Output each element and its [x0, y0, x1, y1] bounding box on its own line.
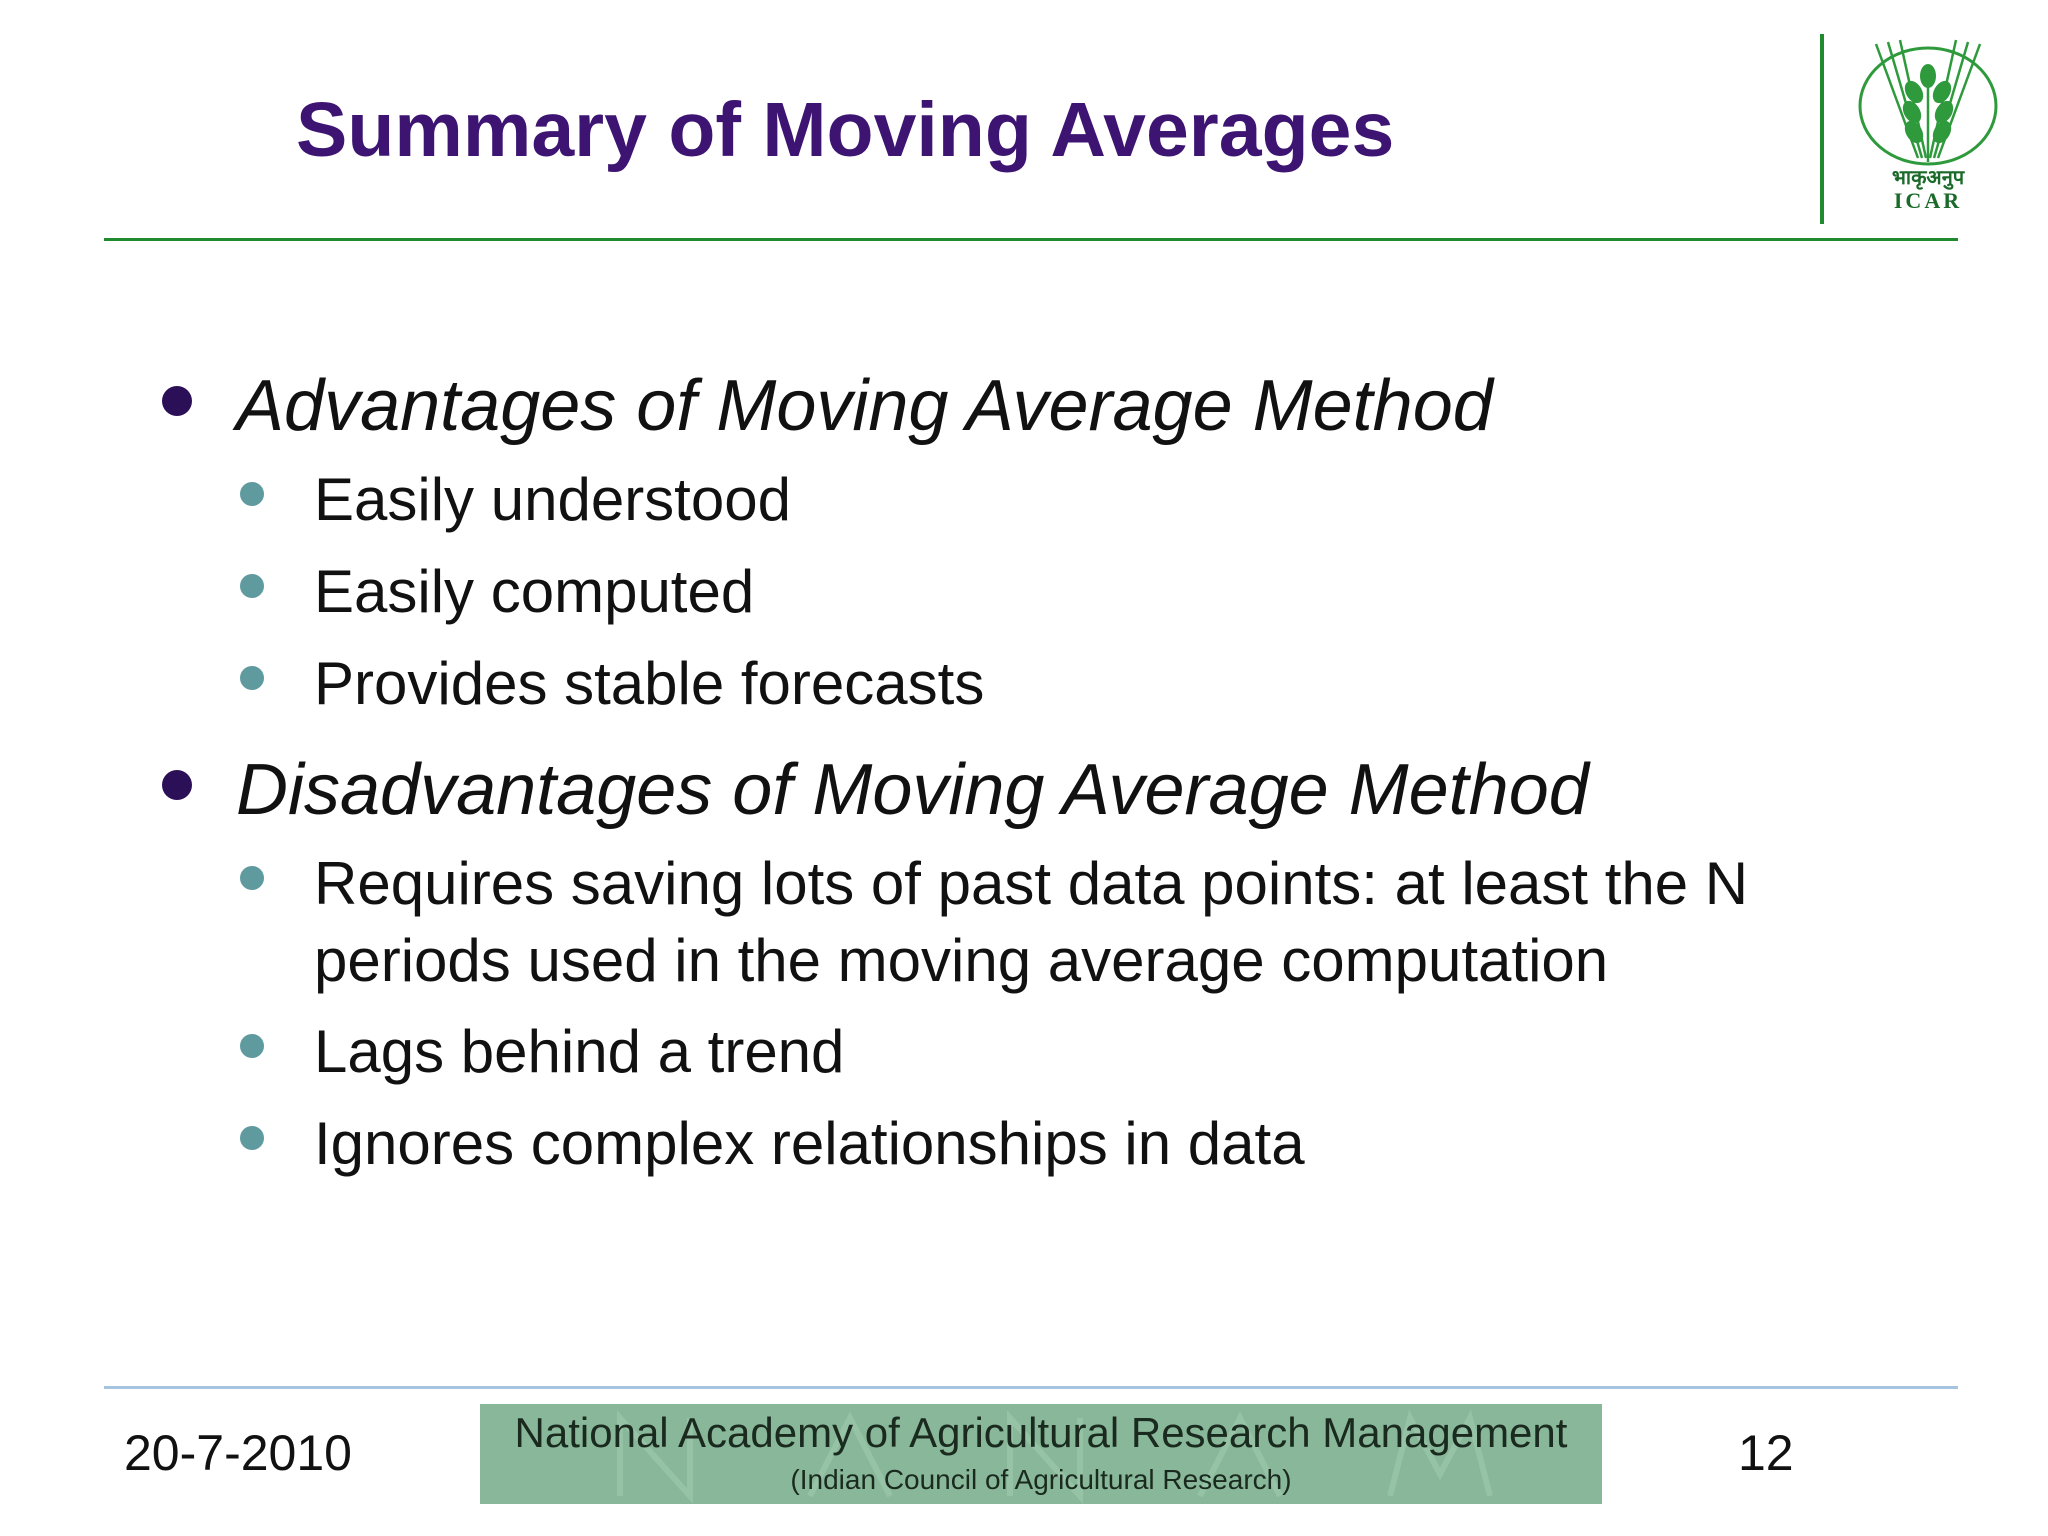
wheat-emblem-icon: भाकृअनुप ICAR — [1858, 39, 1998, 213]
logo-english-text: ICAR — [1894, 188, 1962, 213]
section-heading-advantages: Advantages of Moving Average Method — [236, 366, 1493, 446]
footer-date: 20-7-2010 — [124, 1425, 352, 1481]
level1-bullet — [162, 770, 192, 800]
logo-divider — [1820, 34, 1824, 224]
list-item: Easily understood — [314, 466, 791, 533]
footer-rule — [104, 1386, 1958, 1389]
logo-hindi-text: भाकृअनुप — [1892, 167, 1966, 190]
section-heading-disadvantages: Disadvantages of Moving Average Method — [236, 750, 1589, 830]
level1-bullet — [162, 386, 192, 416]
banner-title: National Academy of Agricultural Researc… — [514, 1409, 1568, 1456]
list-item: Provides stable forecasts — [314, 650, 985, 717]
level2-bullet — [240, 866, 264, 890]
banner-subtitle: (Indian Council of Agricultural Research… — [790, 1464, 1292, 1495]
slide-title: Summary of Moving Averages — [296, 87, 1395, 173]
list-item: Requires saving lots of past data points… — [314, 850, 1749, 994]
banner-watermark-icon — [617, 1409, 1493, 1504]
list-item: Ignores complex relationships in data — [314, 1110, 1305, 1177]
level2-bullet — [240, 574, 264, 598]
level2-bullet — [240, 666, 264, 690]
level2-bullet — [240, 482, 264, 506]
header-rule — [104, 238, 1958, 241]
level2-bullet — [240, 1126, 264, 1150]
level2-bullet — [240, 1034, 264, 1058]
footer-banner: National Academy of Agricultural Researc… — [480, 1404, 1602, 1504]
list-item: Lags behind a trend — [314, 1018, 845, 1085]
page-number: 12 — [1738, 1425, 1794, 1481]
icar-logo: भाकृअनुप ICAR — [1848, 38, 2016, 214]
list-item: Easily computed — [314, 558, 755, 625]
